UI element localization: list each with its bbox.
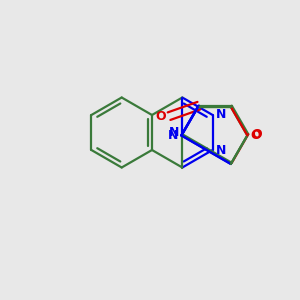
Text: O: O <box>250 129 261 142</box>
Text: N: N <box>216 143 226 157</box>
Text: O: O <box>251 128 262 141</box>
Text: O: O <box>155 110 166 123</box>
Text: N: N <box>216 109 226 122</box>
Text: N: N <box>168 129 178 142</box>
Text: N: N <box>169 126 179 139</box>
